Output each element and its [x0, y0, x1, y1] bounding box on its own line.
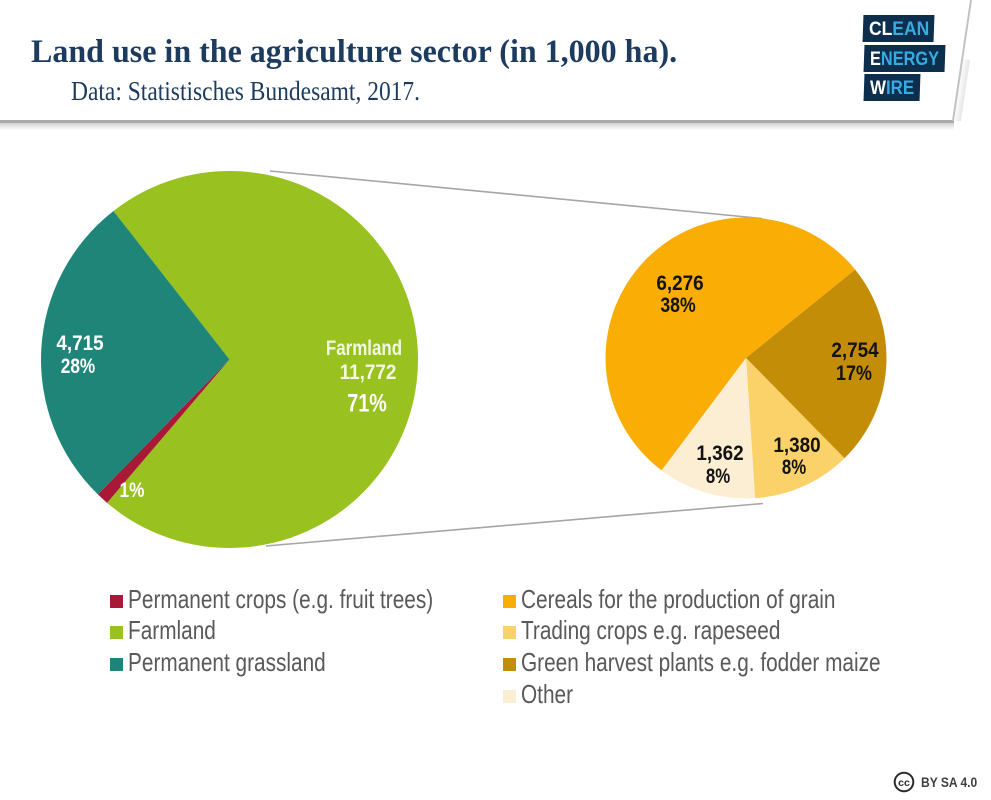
svg-text:cc: cc — [898, 777, 910, 789]
